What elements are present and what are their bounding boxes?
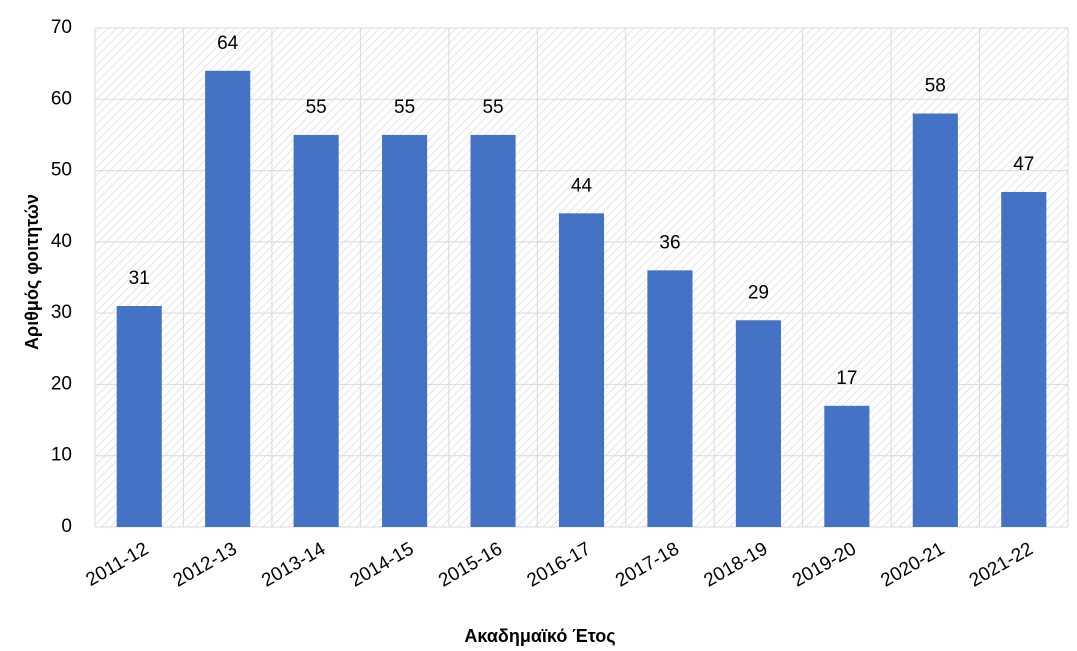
data-label: 55 — [306, 97, 327, 118]
y-axis-title: Αριθμός φοιτητών — [22, 194, 42, 350]
y-tick-label: 20 — [51, 373, 72, 394]
x-axis-title: Ακαδημαϊκό Έτος — [464, 626, 615, 646]
x-tick-label: 2019-20 — [789, 538, 860, 591]
bar — [912, 113, 958, 528]
bar — [382, 134, 428, 527]
bar — [824, 405, 870, 527]
x-tick-label: 2014-15 — [347, 538, 418, 591]
data-label: 36 — [659, 232, 680, 253]
data-label: 64 — [217, 33, 239, 54]
x-tick-label: 2013-14 — [258, 538, 329, 591]
bar — [116, 306, 162, 527]
y-tick-label: 40 — [51, 231, 72, 252]
data-label: 29 — [748, 282, 769, 303]
y-tick-label: 60 — [51, 88, 72, 109]
bar — [735, 320, 781, 527]
bar — [293, 134, 339, 527]
x-tick-label: 2020-21 — [877, 538, 948, 591]
bar — [470, 134, 516, 527]
x-tick-label: 2015-16 — [435, 538, 506, 591]
data-label: 55 — [394, 97, 415, 118]
bar — [647, 270, 693, 527]
data-label: 17 — [836, 368, 857, 389]
x-tick-label: 2012-13 — [170, 538, 241, 591]
x-tick-label: 2021-22 — [966, 538, 1037, 591]
y-tick-label: 10 — [51, 445, 72, 466]
y-tick-label: 70 — [51, 17, 72, 38]
x-tick-label: 2017-18 — [612, 538, 683, 591]
y-tick-label: 30 — [51, 302, 72, 323]
bar — [1001, 191, 1047, 527]
data-label: 55 — [482, 97, 503, 118]
x-tick-label: 2011-12 — [83, 538, 153, 590]
bar — [205, 70, 251, 528]
x-tick-label: 2018-19 — [701, 538, 772, 591]
bar — [558, 213, 605, 528]
x-tick-label: 2016-17 — [524, 538, 595, 591]
data-label: 58 — [925, 76, 946, 97]
y-tick-label: 50 — [51, 160, 72, 181]
data-label: 47 — [1013, 154, 1034, 175]
data-label: 31 — [129, 268, 150, 289]
y-tick-label: 0 — [61, 516, 72, 537]
data-label: 44 — [571, 175, 593, 196]
